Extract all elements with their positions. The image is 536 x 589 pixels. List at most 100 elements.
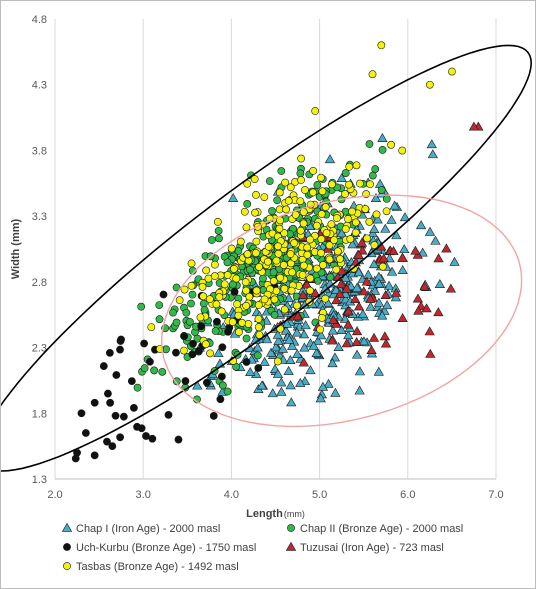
data-point [172,283,181,292]
data-point [240,207,249,216]
data-point [133,383,142,392]
data-point [137,302,146,311]
series-group [147,41,456,366]
data-point [283,365,294,375]
data-point [327,325,339,335]
data-point [333,247,342,256]
legend-item: Chap I (Iron Age) - 2000 masl [61,522,220,535]
data-point [227,244,236,253]
x-tick-label: 7.0 [488,489,503,501]
y-tick-label: 3.3 [32,211,47,223]
data-point [150,366,159,375]
legend-label: Uch-Kurbu (Bronze Age) - 1750 masl [76,542,256,554]
data-point [252,249,260,257]
data-point [351,228,360,237]
data-point [175,296,184,305]
data-point [365,140,374,148]
data-point [187,299,195,308]
data-point [363,269,374,279]
data-point [276,273,285,282]
data-point [158,367,167,376]
data-point [391,287,402,297]
data-point [260,193,269,201]
x-tick-label: 4.0 [224,489,239,501]
data-point [242,358,251,366]
data-point [347,239,358,249]
data-point [351,218,360,227]
data-point [315,393,326,403]
data-point [284,334,295,344]
data-point [332,265,341,274]
data-point [412,293,424,303]
data-point [357,245,368,255]
data-point [254,315,263,323]
data-point [286,250,295,258]
data-point [181,377,190,385]
data-point [272,329,283,339]
data-point [146,357,154,366]
data-point [383,280,395,290]
data-point [236,237,245,246]
data-point [223,271,232,279]
data-point [270,342,282,352]
data-point [217,307,226,316]
data-point [233,300,241,309]
data-point [351,282,363,292]
data-point [368,332,380,342]
y-tick-label: 1.3 [32,474,47,486]
data-point [261,334,273,344]
data-point [365,217,374,226]
data-point [351,349,363,359]
data-point [196,313,205,322]
data-point [308,340,319,350]
data-point [356,179,364,188]
data-point [274,249,283,258]
data-point [318,187,327,196]
data-point [340,272,351,282]
data-point [273,357,282,366]
data-point [268,207,276,215]
data-point [350,294,361,304]
data-point [299,261,308,270]
data-point [327,358,338,368]
data-point [238,318,246,327]
data-point [366,180,374,189]
data-point [345,180,353,189]
data-point [433,307,444,317]
data-point [341,225,350,233]
data-point [343,319,354,329]
data-point [212,300,221,309]
data-point [361,276,372,286]
data-point [336,279,347,289]
data-point [323,378,334,388]
data-point [426,139,437,149]
data-point [265,347,277,357]
data-point [386,214,397,224]
data-point [277,343,288,353]
data-point [209,412,218,420]
data-point [343,306,354,316]
data-point [298,329,310,339]
data-point [243,250,252,258]
data-point [368,259,380,269]
data-point [252,286,261,295]
data-point [227,192,239,202]
data-point [388,245,399,255]
data-point [433,253,444,263]
data-point [390,292,402,302]
data-point [180,285,189,294]
data-point [202,266,211,275]
data-point [286,183,295,192]
data-point [365,301,376,311]
data-point [188,350,197,359]
data-point [398,146,407,155]
x-tick-label: 5.0 [312,489,327,501]
data-point [413,305,424,315]
data-point [449,256,460,266]
confidence-ellipses [1,44,533,472]
data-point [368,171,377,180]
data-point [306,286,314,295]
data-point [147,323,156,332]
data-point [324,154,336,164]
data-point [397,313,408,322]
